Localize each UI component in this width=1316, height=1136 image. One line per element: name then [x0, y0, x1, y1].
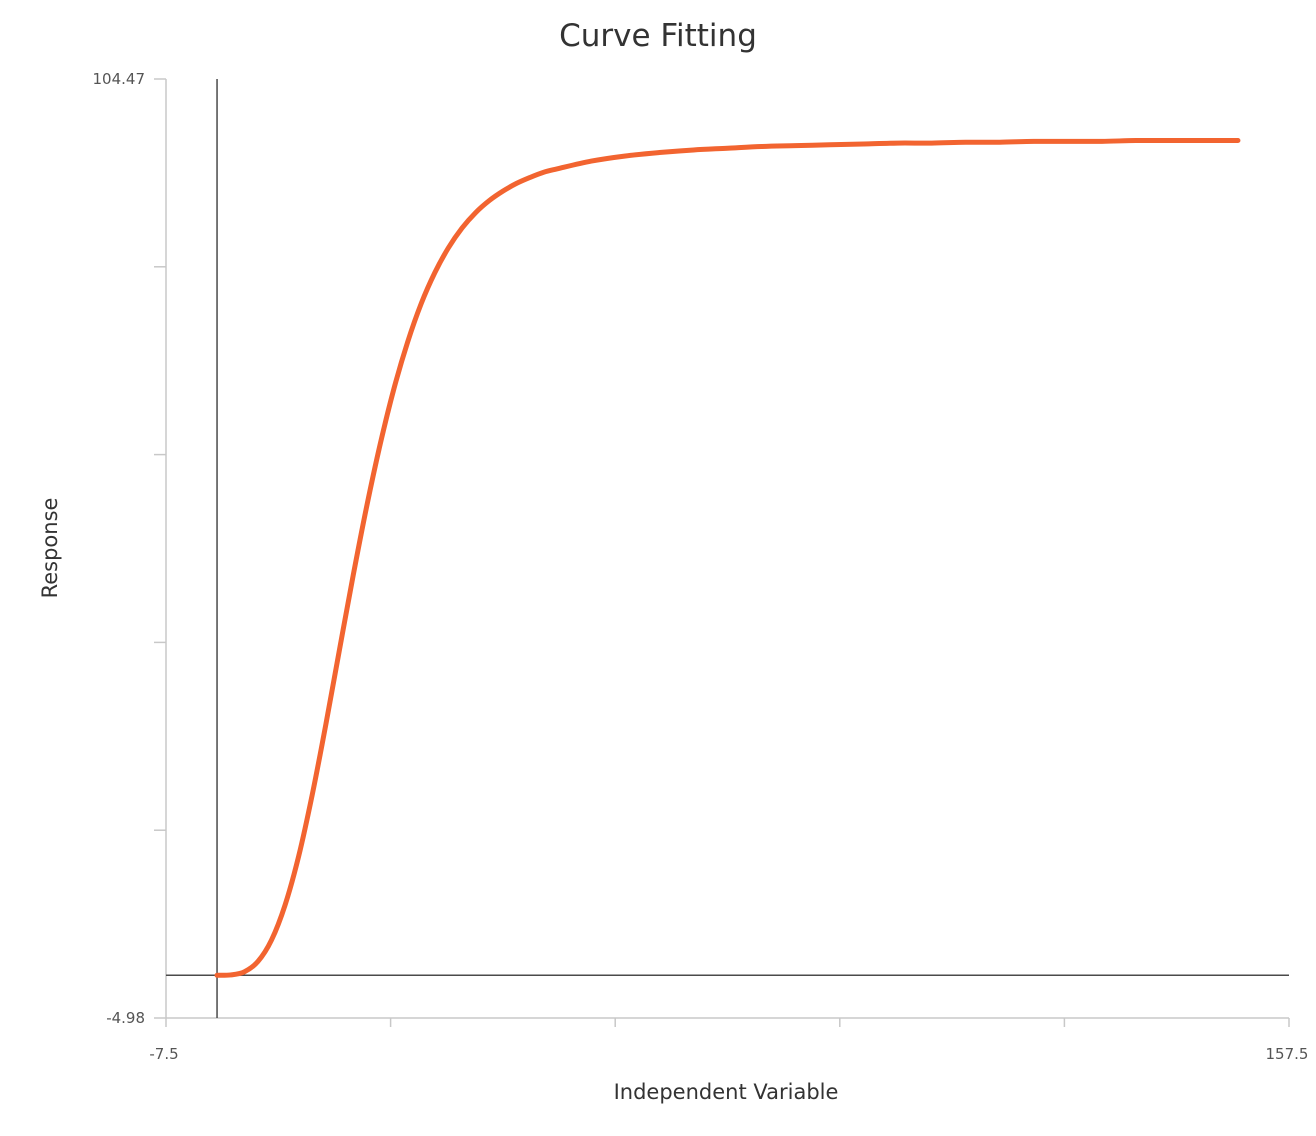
x-tick-label-max: 157.5: [1266, 1045, 1309, 1063]
fitted-curve-line: [214, 137, 1241, 978]
y-axis-ticks: [154, 78, 166, 1019]
chart-title: Curve Fitting: [559, 18, 757, 54]
y-axis-label: Response: [38, 498, 62, 599]
y-tick-label-max: 104.47: [93, 70, 146, 88]
y-tick-label-min: -4.98: [106, 1009, 145, 1027]
x-axis-ticks: [165, 1018, 1290, 1027]
x-tick-label-min: -7.5: [149, 1045, 178, 1063]
series-group: [214, 137, 1241, 978]
x-axis-label: Independent Variable: [614, 1080, 839, 1104]
